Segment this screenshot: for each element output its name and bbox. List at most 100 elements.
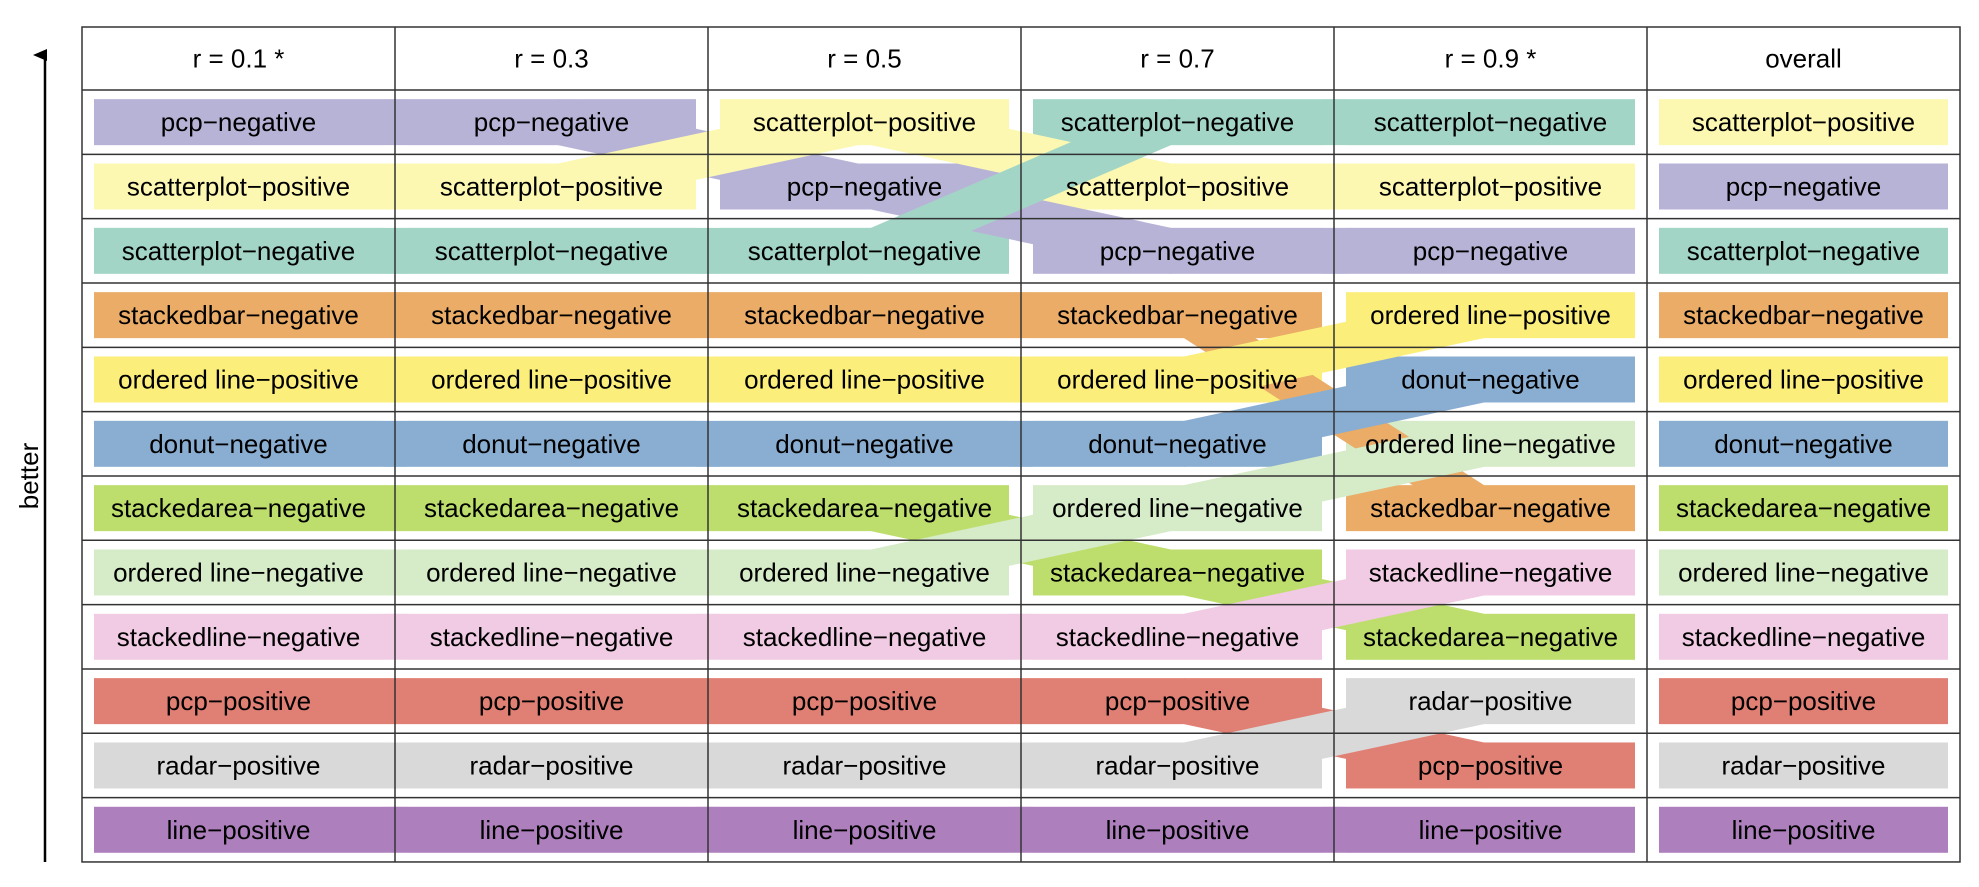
band-line-positive-col1 xyxy=(407,806,696,853)
cell-label-pcp-positive-col1: pcp−positive xyxy=(479,686,624,716)
band-stackedbar-negative-col0 xyxy=(94,292,383,339)
cell-label-stackedarea-negative-col2: stackedarea−negative xyxy=(737,493,992,523)
cell-label-pcp-positive-col4: pcp−positive xyxy=(1418,750,1563,780)
cell-label-stackedline-negative-col4: stackedline−negative xyxy=(1369,557,1613,587)
cell-label-radar-positive-col5: radar−positive xyxy=(1721,750,1885,780)
band-scatterplot-negative-col3 xyxy=(1033,99,1322,146)
band-scatterplot-positive-col5 xyxy=(1659,99,1948,146)
band-radar-positive-col0 xyxy=(94,742,383,789)
cell-label-scatterplot-negative-col3: scatterplot−negative xyxy=(1061,107,1294,137)
cell-label-stackedbar-negative-col1: stackedbar−negative xyxy=(431,300,672,330)
cell-label-ordered-line-negative-col5: ordered line−negative xyxy=(1678,557,1929,587)
band-stackedbar-negative-col5 xyxy=(1659,292,1948,339)
band-ordered-line-negative-col5 xyxy=(1659,549,1948,596)
cell-label-line-positive-col0: line−positive xyxy=(167,815,311,845)
band-pcp-negative-col0 xyxy=(94,99,383,146)
band-ordered-line-negative-col1 xyxy=(407,549,696,596)
cell-label-stackedarea-negative-col5: stackedarea−negative xyxy=(1676,493,1931,523)
band-stackedline-negative-col0 xyxy=(94,613,383,660)
band-stackedline-negative-col5 xyxy=(1659,613,1948,660)
band-stackedbar-negative-col2 xyxy=(720,292,1009,339)
cell-label-ordered-line-positive-col3: ordered line−positive xyxy=(1057,364,1298,394)
cell-label-radar-positive-col2: radar−positive xyxy=(782,750,946,780)
band-stackedbar-negative-col4 xyxy=(1346,485,1635,532)
cell-label-stackedarea-negative-col4: stackedarea−negative xyxy=(1363,622,1618,652)
cell-label-stackedarea-negative-col1: stackedarea−negative xyxy=(424,493,679,523)
band-radar-positive-col2 xyxy=(720,742,1009,789)
cell-label-pcp-positive-col2: pcp−positive xyxy=(792,686,937,716)
cell-label-line-positive-col2: line−positive xyxy=(793,815,937,845)
column-header-2: r = 0.5 xyxy=(827,44,901,74)
cell-label-ordered-line-negative-col3: ordered line−negative xyxy=(1052,493,1303,523)
cell-label-pcp-positive-col5: pcp−positive xyxy=(1731,686,1876,716)
cell-label-ordered-line-positive-col2: ordered line−positive xyxy=(744,364,985,394)
band-stackedbar-negative-col3 xyxy=(1033,292,1322,339)
cell-label-ordered-line-positive-col0: ordered line−positive xyxy=(118,364,359,394)
cell-label-stackedline-negative-col3: stackedline−negative xyxy=(1056,622,1300,652)
cell-label-pcp-positive-col3: pcp−positive xyxy=(1105,686,1250,716)
axis-label: better xyxy=(14,442,44,509)
band-radar-positive-col1 xyxy=(407,742,696,789)
band-line-positive-col4 xyxy=(1346,806,1635,853)
cell-label-line-positive-col5: line−positive xyxy=(1732,815,1876,845)
cell-label-stackedline-negative-col1: stackedline−negative xyxy=(430,622,674,652)
cell-label-scatterplot-positive-col3: scatterplot−positive xyxy=(1066,171,1289,201)
band-line-positive-col3 xyxy=(1033,806,1322,853)
cell-label-stackedbar-negative-col5: stackedbar−negative xyxy=(1683,300,1924,330)
cell-label-scatterplot-positive-col4: scatterplot−positive xyxy=(1379,171,1602,201)
band-stackedline-negative-col1 xyxy=(407,613,696,660)
cell-label-radar-positive-col1: radar−positive xyxy=(469,750,633,780)
column-header-1: r = 0.3 xyxy=(514,44,588,74)
cell-label-scatterplot-positive-col2: scatterplot−positive xyxy=(753,107,976,137)
cell-labels: pcp−negative scatterplot−positive scatterp… xyxy=(111,107,1931,845)
cell-label-stackedline-negative-col5: stackedline−negative xyxy=(1682,622,1926,652)
band-ordered-line-positive-col5 xyxy=(1659,356,1948,403)
band-pcp-negative-col4 xyxy=(1346,227,1635,274)
band-ordered-line-positive-col0 xyxy=(94,356,383,403)
band-pcp-negative-col5 xyxy=(1659,163,1948,210)
cell-label-ordered-line-positive-col1: ordered line−positive xyxy=(431,364,672,394)
cell-label-donut-negative-col0: donut−negative xyxy=(149,429,328,459)
cell-label-pcp-negative-col1: pcp−negative xyxy=(474,107,629,137)
cell-label-pcp-positive-col0: pcp−positive xyxy=(166,686,311,716)
band-pcp-positive-col2 xyxy=(720,678,1009,725)
cell-label-stackedarea-negative-col0: stackedarea−negative xyxy=(111,493,366,523)
band-scatterplot-positive-col4 xyxy=(1346,163,1635,210)
cell-label-pcp-negative-col5: pcp−negative xyxy=(1726,171,1881,201)
band-scatterplot-negative-col2 xyxy=(720,227,1009,274)
cell-label-donut-negative-col1: donut−negative xyxy=(462,429,641,459)
band-stackedarea-negative-col5 xyxy=(1659,485,1948,532)
band-scatterplot-negative-col0 xyxy=(94,227,383,274)
cell-label-donut-negative-col2: donut−negative xyxy=(775,429,954,459)
band-ordered-line-positive-col2 xyxy=(720,356,1009,403)
band-line-positive-col5 xyxy=(1659,806,1948,853)
cell-label-scatterplot-negative-col5: scatterplot−negative xyxy=(1687,236,1920,266)
band-ordered-line-positive-col1 xyxy=(407,356,696,403)
cell-label-line-positive-col1: line−positive xyxy=(480,815,624,845)
y-axis: better xyxy=(14,49,47,862)
band-line-positive-col0 xyxy=(94,806,383,853)
cell-label-stackedline-negative-col2: stackedline−negative xyxy=(743,622,987,652)
band-pcp-positive-col1 xyxy=(407,678,696,725)
cell-label-ordered-line-positive-col5: ordered line−positive xyxy=(1683,364,1924,394)
band-stackedbar-negative-col1 xyxy=(407,292,696,339)
cell-label-stackedbar-negative-col2: stackedbar−negative xyxy=(744,300,985,330)
band-pcp-positive-col5 xyxy=(1659,678,1948,725)
cell-label-scatterplot-negative-col0: scatterplot−negative xyxy=(122,236,355,266)
band-scatterplot-negative-col1 xyxy=(407,227,696,274)
cell-label-radar-positive-col4: radar−positive xyxy=(1408,686,1572,716)
cell-label-pcp-negative-col2: pcp−negative xyxy=(787,171,942,201)
band-line-positive-col2 xyxy=(720,806,1009,853)
cell-label-scatterplot-positive-col1: scatterplot−positive xyxy=(440,171,663,201)
column-header-4: r = 0.9 * xyxy=(1445,44,1537,74)
cell-label-ordered-line-negative-col2: ordered line−negative xyxy=(739,557,990,587)
band-scatterplot-negative-col4 xyxy=(1346,99,1635,146)
cell-label-stackedbar-negative-col3: stackedbar−negative xyxy=(1057,300,1298,330)
cell-label-donut-negative-col3: donut−negative xyxy=(1088,429,1267,459)
band-stackedline-negative-col2 xyxy=(720,613,1009,660)
band-pcp-positive-col0 xyxy=(94,678,383,725)
band-donut-negative-col5 xyxy=(1659,420,1948,467)
cell-label-pcp-negative-col3: pcp−negative xyxy=(1100,236,1255,266)
ribbon-layer xyxy=(94,99,1948,853)
